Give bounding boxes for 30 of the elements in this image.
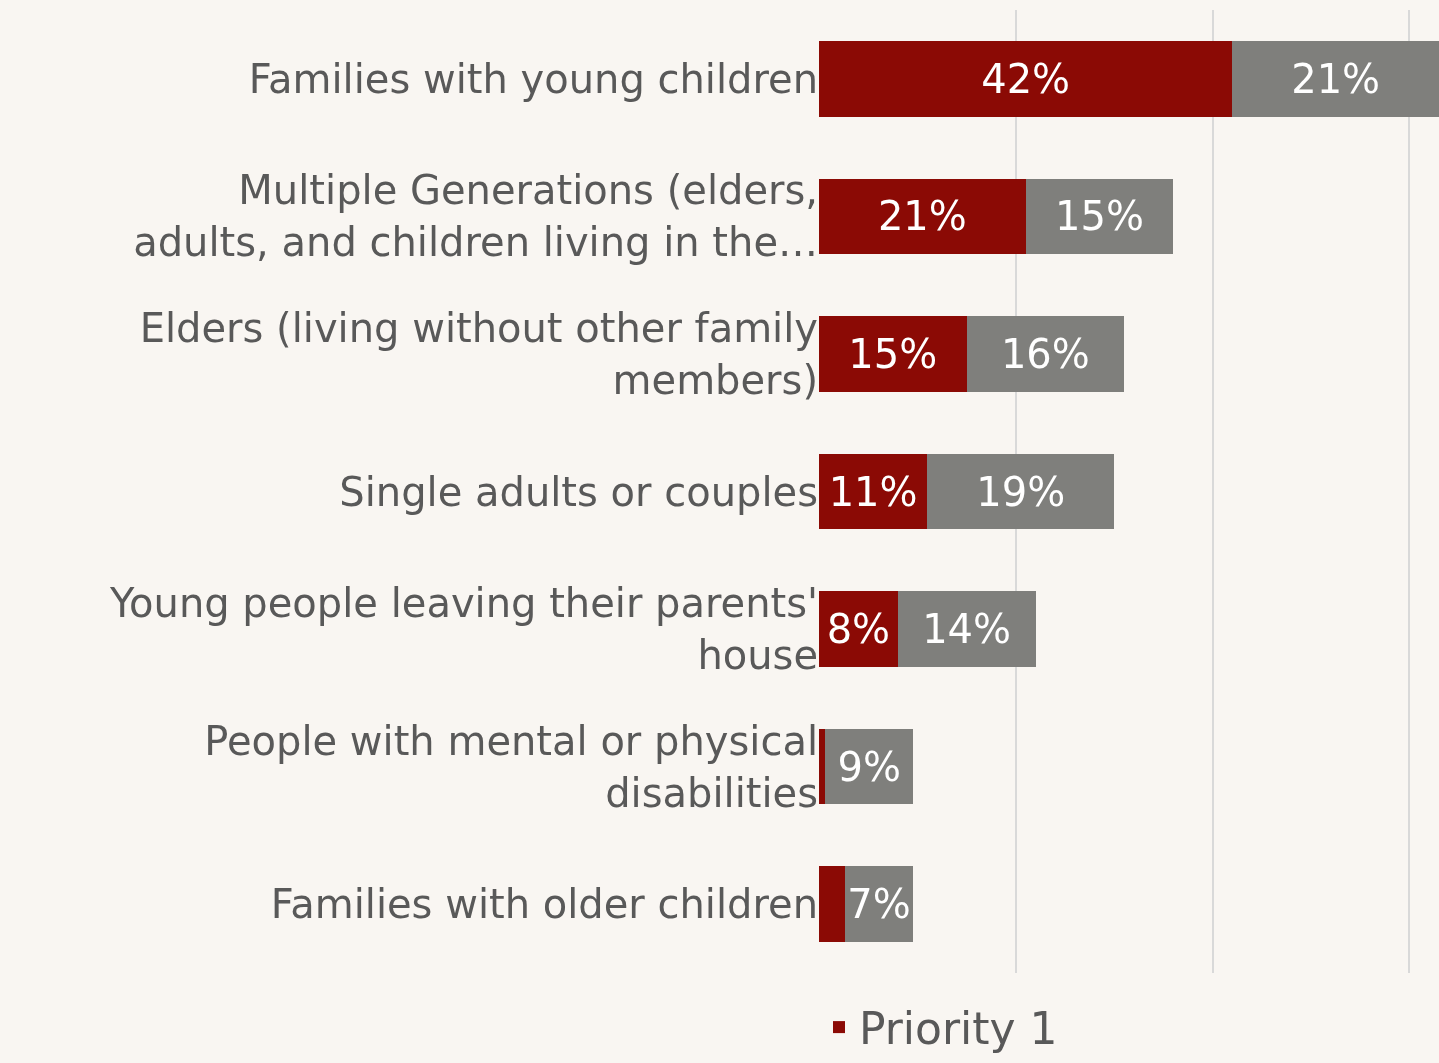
data-label: 11% [828,468,918,515]
y-tick-label: Young people leaving their parents' house [108,580,818,679]
data-label: 21% [1291,55,1381,102]
y-tick-label: People with mental or physical disabilities [204,717,818,816]
data-label: 9% [837,743,901,790]
y-tick-label: Single adults or couples [339,468,818,515]
bar [966,316,1125,392]
bar [1025,178,1174,255]
bar [819,866,845,943]
data-label: 19% [976,468,1066,515]
bar [819,178,1026,255]
bar [819,728,825,805]
data-label: 14% [922,606,1012,653]
y-tick-label: Elders (living without other family members) [139,304,818,403]
data-label: 7% [847,881,911,928]
y-tick-label: Families with older children [270,881,818,928]
legend-label: Priority 1 [859,1003,1058,1055]
y-tick-label: Families with young children [248,55,818,102]
data-label: 21% [877,193,967,240]
y-tick-label: Multiple Generations (elders, adults, and children living in the… [133,167,818,266]
data-label: 16% [1000,330,1090,377]
data-label: 15% [848,330,938,377]
data-label: 8% [826,606,891,653]
bar [819,40,1233,117]
bar [927,453,1115,530]
bar [819,316,967,392]
bar [1232,40,1439,117]
bar [897,591,1036,667]
data-label: 15% [1055,193,1144,240]
data-label: 42% [981,55,1071,102]
